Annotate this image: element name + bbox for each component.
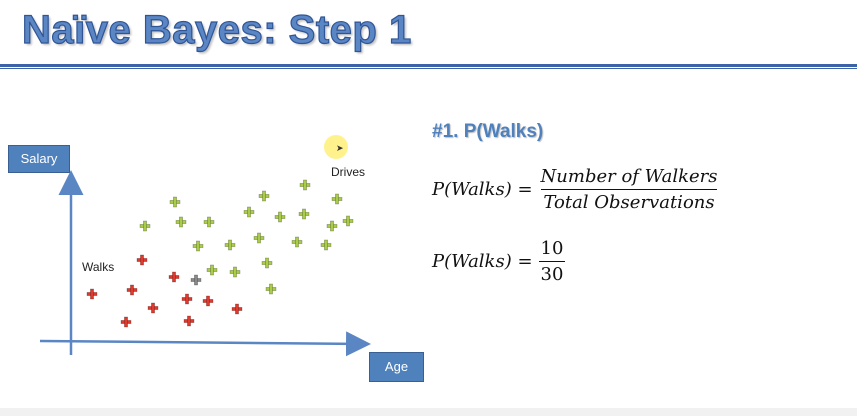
formula-fraction: Number of Walkers Total Observations [539,166,720,213]
driver-point [229,266,241,278]
walker-point [126,284,138,296]
formula-lhs: P(Walks) = [432,179,533,200]
driver-point [206,264,218,276]
driver-point [175,216,187,228]
driver-point [265,283,277,295]
formula-numerator: Number of Walkers [540,166,718,187]
driver-point [253,232,265,244]
walker-point [147,302,159,314]
driver-point [224,239,236,251]
bottom-strip [0,408,857,416]
title-divider [0,64,857,69]
drives-label: Drives [331,165,366,179]
driver-point [243,206,255,218]
x-axis-label: Age [369,352,424,382]
driver-point [291,236,303,248]
formula-denominator: Total Observations [541,189,717,213]
driver-point [203,216,215,228]
driver-point [299,179,311,191]
formula-denominator: 30 [538,261,566,285]
driver-point [342,215,354,227]
walker-point [136,254,148,266]
walker-point [183,315,195,327]
probability-formula: P(Walks) = Number of Walkers Total Obser… [432,166,720,213]
new-point [190,274,202,286]
x-axis [39,331,371,357]
walker-point [202,295,214,307]
driver-point [274,211,286,223]
walker-point [181,293,193,305]
formula-lhs: P(Walks) = [432,251,533,272]
formula-fraction: 10 30 [538,238,566,285]
driver-point [192,240,204,252]
driver-point [298,208,310,220]
driver-point [326,220,338,232]
formula-numerator: 10 [540,238,564,259]
walker-point [120,316,132,328]
data-points [86,179,354,328]
cursor-highlight [324,135,348,159]
probability-value-formula: P(Walks) = 10 30 [432,238,566,285]
driver-point [169,196,181,208]
cursor-icon: ➤ [336,143,344,153]
driver-point [320,239,332,251]
driver-point [261,257,273,269]
step-heading: #1. P(Walks) [432,121,544,142]
driver-point [139,220,151,232]
walker-point [86,288,98,300]
driver-point [331,193,343,205]
walker-point [168,271,180,283]
walker-point [231,303,243,315]
walks-label: Walks [82,260,115,274]
driver-point [258,190,270,202]
slide-title: Naïve Bayes: Step 1 [21,7,412,52]
y-axis-label: Salary [8,145,70,173]
